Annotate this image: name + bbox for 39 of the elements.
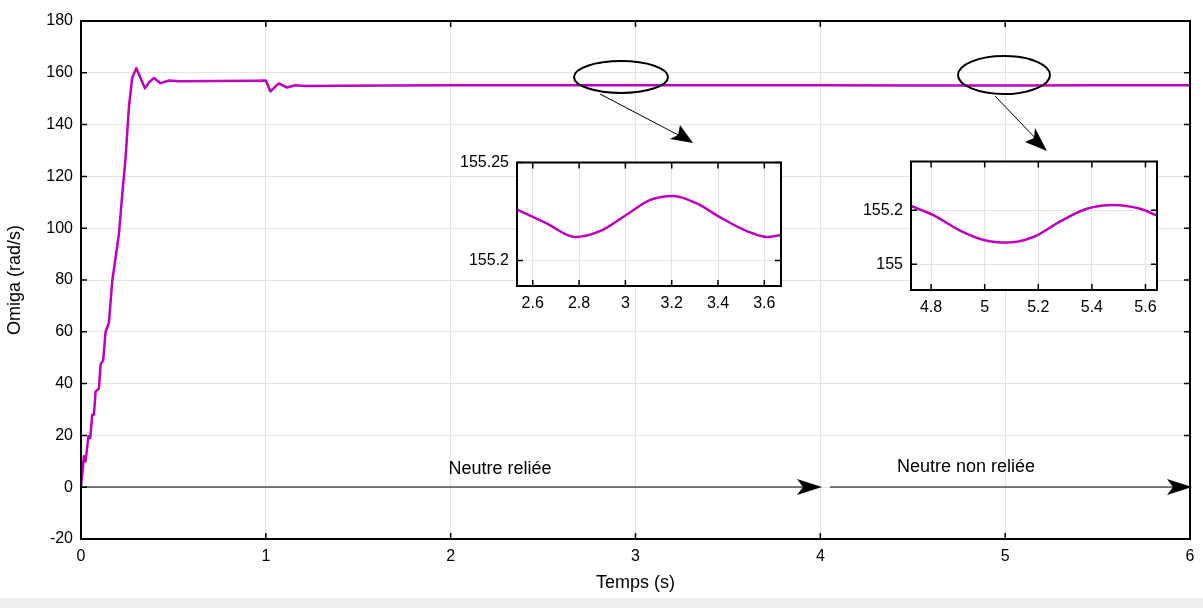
x-tick-label: 3.2 [660,294,683,312]
x-tick-label: 2.8 [567,294,591,312]
x-tick-label: 3 [631,547,641,565]
y-tick-label: -20 [49,529,74,547]
x-tick-label: 6 [1185,547,1195,565]
x-tick-label: 1 [261,547,271,565]
line-series [911,203,1157,244]
y-tick-label: 60 [55,322,74,340]
x-axis-title: Temps (s) [595,572,676,593]
y-tick-label: 40 [55,374,74,392]
x-tick-label: 5.2 [1027,298,1050,316]
y-tick-label: 100 [46,218,74,236]
x-tick-label: 3.6 [753,294,776,312]
annotation: Neutre reliée [448,457,552,478]
line-series [517,194,781,239]
x-tick-label: 3 [620,294,630,312]
y-tick-label: 180 [46,11,74,29]
x-tick-label: 5 [1000,547,1010,565]
y-tick-label: 120 [46,166,74,184]
x-tick-label: 5.4 [1080,298,1104,316]
annotation: Neutre non reliée [896,455,1036,476]
y-tick-label: 80 [55,270,74,288]
x-tick-label: 4 [815,547,825,565]
y-axis-title: Omiga (rad/s) [3,224,24,336]
x-tick-label: 5.6 [1134,298,1157,316]
y-tick-label: 0 [64,477,74,495]
y-tick-label: 155.25 [460,153,510,171]
x-tick-label: 5 [980,298,990,316]
y-tick-label: 155.2 [468,250,510,268]
y-tick-label: 20 [55,425,74,443]
x-tick-label: 4.8 [919,298,943,316]
x-tick-label: 2.6 [521,294,544,312]
x-tick-label: 3.4 [706,294,730,312]
y-tick-label: 155.2 [862,200,904,218]
y-tick-label: 140 [46,115,74,133]
x-tick-label: 0 [76,547,86,565]
y-tick-label: 155 [876,254,904,272]
x-tick-label: 2 [446,547,456,565]
y-tick-label: 160 [46,63,74,81]
